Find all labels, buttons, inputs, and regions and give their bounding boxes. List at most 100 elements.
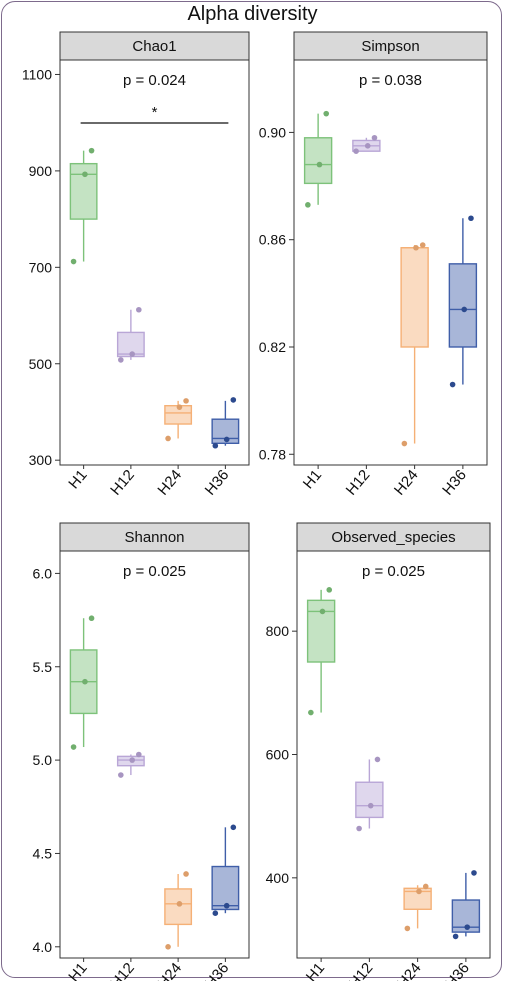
x-tick-label: H24 <box>391 467 422 499</box>
data-point <box>212 910 219 916</box>
box-h1 <box>303 110 333 208</box>
box-h12 <box>355 756 384 832</box>
x-tick-label: H1 <box>300 467 325 493</box>
data-point <box>404 925 411 932</box>
strip-label: Observed_species <box>331 529 455 546</box>
y-tick-label: 5.5 <box>33 659 53 675</box>
data-point <box>422 883 429 890</box>
x-tick-label: H1 <box>303 960 328 981</box>
y-tick-label: 4.0 <box>33 939 53 955</box>
panel-observed_species: Observed_species 400 600 800 p = 0.025 H1 H12 H… <box>266 522 491 981</box>
data-point <box>70 744 77 750</box>
x-tick-label: H1 <box>65 467 90 493</box>
y-tick-label: 1100 <box>22 66 52 82</box>
box-h24 <box>164 871 193 950</box>
p-value-label: p = 0.024 <box>123 72 186 89</box>
data-point <box>371 134 378 141</box>
data-point <box>129 757 135 763</box>
panel-shannon: Shannon 4.0 4.5 5.0 5.5 6.0 p = 0.025 H1 H12 H24 H… <box>33 522 250 981</box>
significance-star: * <box>152 104 158 121</box>
x-tick-label: H36 <box>439 467 470 499</box>
data-point <box>223 436 230 443</box>
y-tick-label: 4.5 <box>33 845 53 861</box>
y-tick-label: 0.78 <box>259 446 286 462</box>
data-point <box>88 147 95 154</box>
data-point <box>452 933 459 940</box>
data-point <box>323 110 330 117</box>
box-h36 <box>211 824 240 916</box>
box-h12 <box>352 134 381 154</box>
strip-label: Simpson <box>361 38 419 55</box>
data-point <box>118 772 124 778</box>
x-tick-label: H36 <box>202 467 233 499</box>
box-h1 <box>69 147 98 265</box>
panel-border <box>59 59 250 466</box>
box-body <box>400 247 429 348</box>
x-tick-label: H1 <box>65 960 90 981</box>
box-body <box>303 137 333 185</box>
p-value-label: p = 0.025 <box>362 563 425 580</box>
x-tick-label: H12 <box>107 467 138 499</box>
box-body <box>211 865 240 911</box>
data-point <box>82 171 88 178</box>
data-point <box>136 751 142 758</box>
data-point <box>401 440 408 447</box>
data-point <box>118 357 124 363</box>
x-tick-label: H12 <box>346 960 377 981</box>
y-tick-label: 800 <box>266 623 290 639</box>
box-h1 <box>69 615 98 750</box>
y-tick-label: 400 <box>266 870 290 886</box>
strip-header <box>296 522 491 552</box>
data-point <box>183 398 189 404</box>
data-point <box>468 215 474 222</box>
data-point <box>319 608 326 615</box>
data-point <box>413 244 419 251</box>
data-point <box>419 242 426 248</box>
y-tick-label: 0.90 <box>259 124 286 140</box>
y-tick-label: 600 <box>266 747 290 763</box>
data-point <box>353 148 359 154</box>
data-point <box>308 709 314 716</box>
x-tick-label: H24 <box>154 960 185 981</box>
p-value-label: p = 0.038 <box>359 72 422 89</box>
data-point <box>356 825 362 832</box>
data-point <box>471 870 477 876</box>
y-tick-label: 5.0 <box>33 752 53 768</box>
data-point <box>416 888 422 895</box>
data-point <box>449 381 456 388</box>
y-tick-label: 6.0 <box>33 565 53 581</box>
panel-simpson: Simpson 0.78 0.82 0.86 0.90 p = 0.038 H1 H12 H24… <box>259 31 488 499</box>
data-point <box>70 258 77 265</box>
y-tick-label: 700 <box>29 259 53 275</box>
strip-header <box>293 31 488 61</box>
strip-label: Shannon <box>124 529 184 546</box>
box-h36 <box>451 870 481 940</box>
x-tick-label: H24 <box>154 467 185 499</box>
data-point <box>212 442 219 449</box>
data-point <box>176 404 183 410</box>
box-h12 <box>116 751 145 778</box>
data-point <box>165 943 171 950</box>
data-point <box>364 143 371 149</box>
x-tick-label: H24 <box>394 960 425 981</box>
data-point <box>183 871 189 877</box>
data-point <box>88 615 95 622</box>
box-body <box>403 887 432 910</box>
data-point <box>136 306 142 313</box>
x-tick-label: H36 <box>442 960 473 981</box>
y-tick-label: 900 <box>29 163 53 179</box>
panel-border <box>293 59 488 466</box>
p-value-label: p = 0.025 <box>123 563 186 580</box>
box-body <box>355 781 384 819</box>
box-h1 <box>306 587 336 716</box>
y-tick-label: 300 <box>29 452 53 468</box>
box-h36 <box>448 215 478 388</box>
x-tick-label: H12 <box>107 960 138 981</box>
data-point <box>82 678 88 685</box>
data-point <box>367 802 374 809</box>
data-point <box>230 397 237 403</box>
data-point <box>129 351 135 357</box>
data-point <box>464 924 471 930</box>
panel-border <box>59 550 250 959</box>
